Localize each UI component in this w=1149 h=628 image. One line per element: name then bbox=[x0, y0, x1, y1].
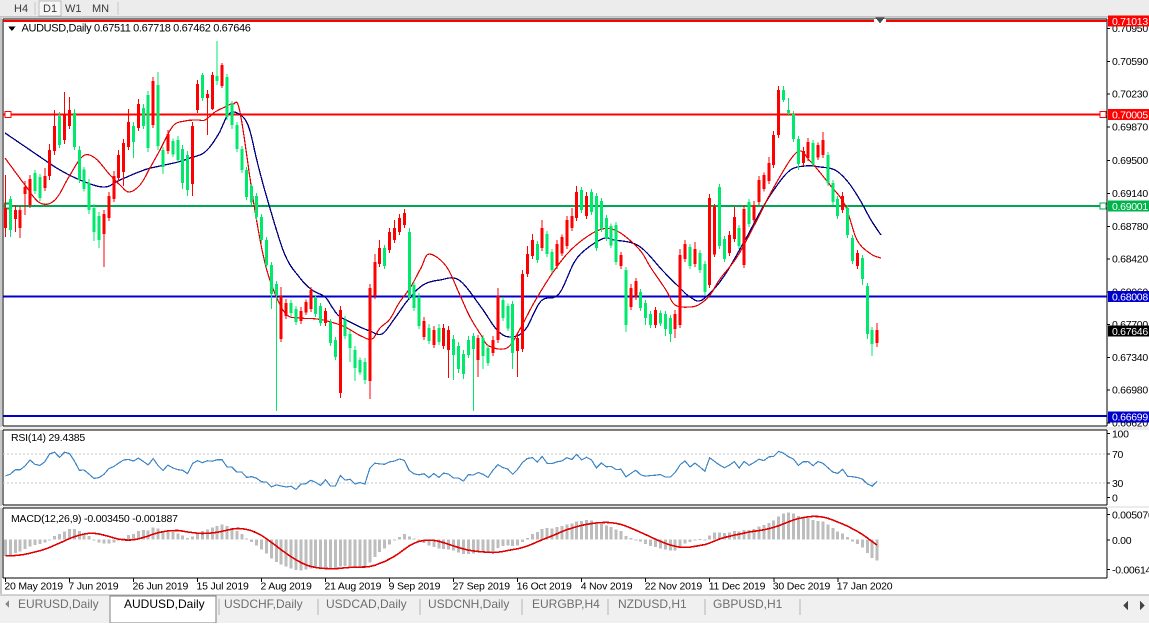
svg-text:0.66980: 0.66980 bbox=[1112, 385, 1148, 397]
svg-text:0.69001: 0.69001 bbox=[1112, 201, 1148, 213]
svg-text:0.68420: 0.68420 bbox=[1112, 254, 1148, 266]
svg-text:MACD(12,26,9) -0.003450 -0.001: MACD(12,26,9) -0.003450 -0.001887 bbox=[11, 513, 178, 525]
svg-text:H4: H4 bbox=[14, 3, 28, 15]
svg-text:0.68008: 0.68008 bbox=[1112, 291, 1148, 303]
svg-text:EURGBP,H4: EURGBP,H4 bbox=[532, 597, 600, 611]
svg-text:0.66699: 0.66699 bbox=[1112, 412, 1148, 424]
svg-text:MN: MN bbox=[92, 3, 109, 15]
svg-text:0.69140: 0.69140 bbox=[1112, 188, 1148, 200]
svg-text:NZDUSD,H1: NZDUSD,H1 bbox=[618, 597, 687, 611]
svg-text:AUDUSD,Daily: AUDUSD,Daily bbox=[124, 597, 205, 611]
svg-text:30: 30 bbox=[1112, 478, 1124, 490]
svg-text:16 Oct 2019: 16 Oct 2019 bbox=[517, 581, 572, 593]
svg-text:0.69870: 0.69870 bbox=[1112, 122, 1148, 134]
svg-text:0: 0 bbox=[1112, 492, 1118, 504]
svg-text:USDCHF,Daily: USDCHF,Daily bbox=[224, 597, 303, 611]
svg-text:0.69500: 0.69500 bbox=[1112, 155, 1148, 167]
svg-text:21 Aug 2019: 21 Aug 2019 bbox=[325, 581, 382, 593]
svg-text:7 Jun 2019: 7 Jun 2019 bbox=[68, 581, 118, 593]
svg-text:W1: W1 bbox=[65, 3, 82, 15]
svg-text:70: 70 bbox=[1112, 449, 1124, 461]
svg-text:17 Jan 2020: 17 Jan 2020 bbox=[837, 581, 893, 593]
svg-text:AUDUSD,Daily 0.67511 0.67718: AUDUSD,Daily 0.67511 0.67718 0.67462 0.6… bbox=[22, 23, 251, 35]
svg-text:RSI(14) 29.4385: RSI(14) 29.4385 bbox=[11, 432, 85, 444]
svg-text:D1: D1 bbox=[43, 3, 57, 15]
svg-text:0.68780: 0.68780 bbox=[1112, 221, 1148, 233]
svg-text:0.71013: 0.71013 bbox=[1112, 16, 1148, 28]
svg-text:20 May 2019: 20 May 2019 bbox=[4, 581, 63, 593]
svg-text:9 Sep 2019: 9 Sep 2019 bbox=[389, 581, 441, 593]
svg-text:30 Dec 2019: 30 Dec 2019 bbox=[773, 581, 831, 593]
svg-text:0.70005: 0.70005 bbox=[1112, 110, 1148, 122]
svg-text:2 Aug 2019: 2 Aug 2019 bbox=[261, 581, 312, 593]
svg-text:0.70590: 0.70590 bbox=[1112, 56, 1148, 68]
svg-text:100: 100 bbox=[1112, 428, 1129, 440]
svg-text:USDCAD,Daily: USDCAD,Daily bbox=[326, 597, 407, 611]
svg-text:0.67646: 0.67646 bbox=[1112, 326, 1148, 338]
svg-text:GBPUSD,H1: GBPUSD,H1 bbox=[713, 597, 783, 611]
svg-text:27 Sep 2019: 27 Sep 2019 bbox=[453, 581, 511, 593]
svg-text:EURUSD,Daily: EURUSD,Daily bbox=[18, 597, 99, 611]
svg-text:0.005076: 0.005076 bbox=[1112, 509, 1149, 521]
svg-text:11 Dec 2019: 11 Dec 2019 bbox=[709, 581, 766, 593]
svg-text:26 Jun 2019: 26 Jun 2019 bbox=[133, 581, 189, 593]
svg-text:15 Jul 2019: 15 Jul 2019 bbox=[197, 581, 249, 593]
svg-text:0.70230: 0.70230 bbox=[1112, 89, 1148, 101]
svg-text:0.00: 0.00 bbox=[1112, 535, 1132, 547]
svg-text:-0.006148: -0.006148 bbox=[1112, 564, 1149, 576]
svg-text:4 Nov 2019: 4 Nov 2019 bbox=[581, 581, 633, 593]
svg-text:USDCNH,Daily: USDCNH,Daily bbox=[428, 597, 509, 611]
svg-text:22 Nov 2019: 22 Nov 2019 bbox=[645, 581, 703, 593]
svg-text:0.67340: 0.67340 bbox=[1112, 352, 1148, 364]
